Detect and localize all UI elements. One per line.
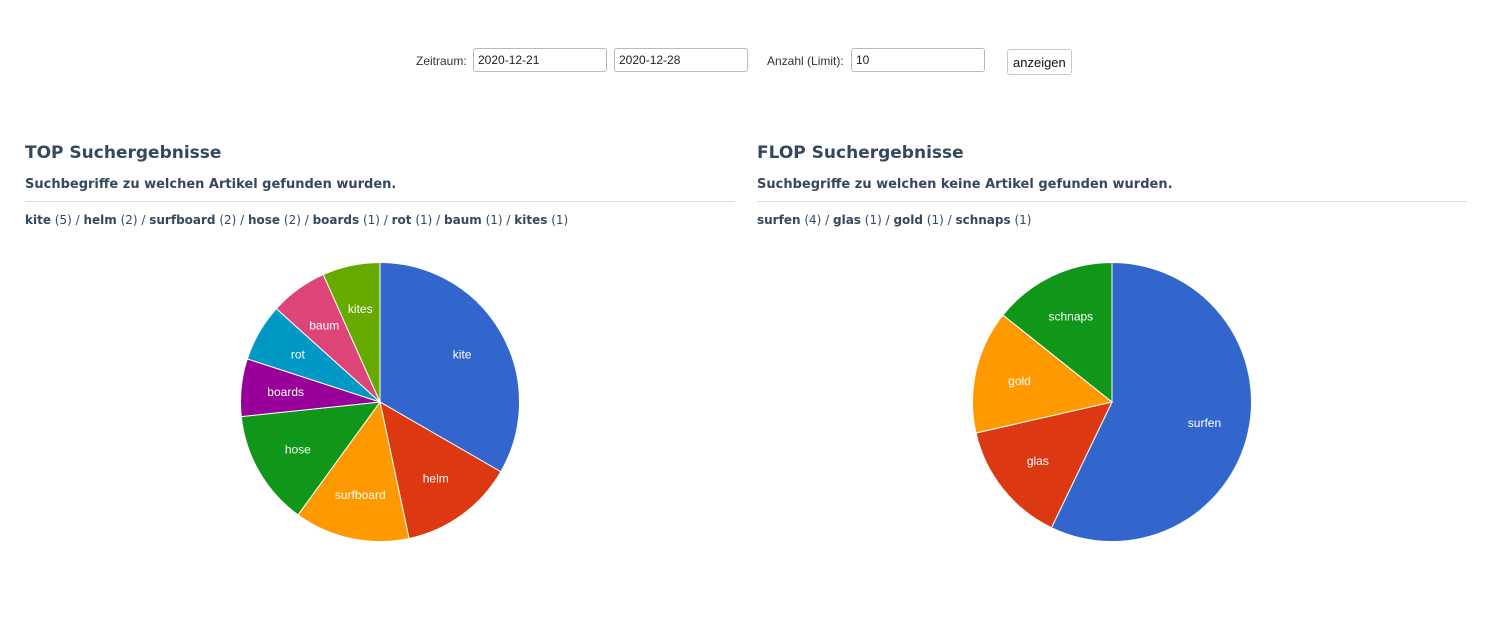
term-name: baum [444, 213, 482, 227]
flop-panel: FLOP Suchergebnisse Suchbegriffe zu welc… [757, 140, 1467, 542]
term-item: boards (1) [313, 213, 380, 227]
term-separator: / [432, 213, 445, 227]
term-name: hose [248, 213, 281, 227]
term-separator: / [502, 213, 515, 227]
pie-label-kite: kite [453, 348, 472, 362]
pie-label-surfboard: surfboard [335, 488, 386, 502]
pie-label-helm: helm [423, 472, 449, 486]
term-name: helm [83, 213, 117, 227]
term-separator: / [881, 213, 894, 227]
pie-slice-glas[interactable] [975, 401, 1113, 529]
period-label: Zeitraum: [416, 54, 467, 68]
pie-slice-surfen[interactable] [1050, 262, 1252, 542]
pie-label-rot: rot [291, 348, 306, 362]
pie-slice-helm[interactable] [379, 401, 502, 540]
flop-pie-chart: surfen glas gold schnaps [972, 262, 1252, 542]
pie-label-glas: glas [1027, 454, 1049, 468]
top-pie-chart: kite helm surfboard hose boards rot baum kites [240, 262, 520, 542]
term-count: (1) [860, 213, 882, 227]
term-item: rot (1) [392, 213, 433, 227]
term-count: (1) [547, 213, 569, 227]
term-separator: / [943, 213, 956, 227]
pie-label-hose: hose [285, 442, 311, 456]
pie-label-schnaps: schnaps [1048, 310, 1093, 324]
term-name: glas [833, 213, 861, 227]
pie-slice-surfboard[interactable] [297, 400, 410, 542]
term-item: schnaps (1) [955, 213, 1031, 227]
term-count: (1) [481, 213, 503, 227]
term-separator: / [236, 213, 248, 227]
term-count: (2) [280, 213, 301, 227]
term-separator: / [300, 213, 313, 227]
term-name: kite [25, 213, 51, 227]
term-item: kites (1) [514, 213, 568, 227]
flop-title: FLOP Suchergebnisse [757, 143, 964, 163]
term-separator: / [379, 213, 392, 227]
flop-term-list: surfen (4) / glas (1) / gold (1) / schna… [757, 212, 1467, 228]
term-item: helm (2) [83, 213, 137, 227]
pie-slice-kites[interactable] [322, 262, 381, 403]
term-count: (4) [800, 213, 822, 227]
term-separator: / [71, 213, 84, 227]
term-count: (2) [116, 213, 138, 227]
pie-label-baum: baum [309, 318, 339, 332]
term-count: (1) [411, 213, 433, 227]
limit-input[interactable] [851, 48, 985, 72]
term-name: gold [893, 213, 923, 227]
pie-slice-gold[interactable] [972, 314, 1114, 434]
term-name: surfen [757, 213, 801, 227]
date-to-input[interactable] [614, 48, 748, 72]
filter-bar: Zeitraum: Anzahl (Limit): anzeigen [0, 48, 1491, 76]
term-item: gold (1) [893, 213, 943, 227]
term-name: schnaps [955, 213, 1011, 227]
top-term-list: kite (5) / helm (2) / surfboard (2) / ho… [25, 212, 735, 228]
term-item: hose (2) [248, 213, 301, 227]
term-name: rot [391, 213, 412, 227]
term-item: surfen (4) [757, 213, 821, 227]
term-count: (5) [50, 213, 72, 227]
term-item: baum (1) [444, 213, 503, 227]
term-separator: / [821, 213, 833, 227]
top-title: TOP Suchergebnisse [25, 143, 222, 163]
term-count: (1) [1010, 213, 1032, 227]
term-separator: / [137, 213, 150, 227]
pie-slice-hose[interactable] [240, 401, 382, 516]
term-name: surfboard [149, 213, 216, 227]
term-count: (1) [359, 213, 380, 227]
pie-label-gold: gold [1008, 374, 1031, 388]
term-item: glas (1) [833, 213, 882, 227]
limit-label: Anzahl (Limit): [767, 54, 844, 68]
pie-label-kites: kites [348, 302, 373, 316]
pie-slice-schnaps[interactable] [1002, 262, 1113, 404]
term-count: (2) [215, 213, 237, 227]
flop-subtitle: Suchbegriffe zu welchen keine Artikel ge… [757, 176, 1467, 202]
term-count: (1) [922, 213, 944, 227]
term-name: kites [514, 213, 548, 227]
date-from-input[interactable] [473, 48, 607, 72]
pie-slice-kite[interactable] [379, 262, 520, 473]
pie-label-surfen: surfen [1188, 416, 1221, 430]
top-panel: TOP Suchergebnisse Suchbegriffe zu welch… [25, 140, 735, 542]
term-item: kite (5) [25, 213, 72, 227]
pie-label-boards: boards [267, 385, 304, 399]
term-name: boards [312, 213, 360, 227]
top-subtitle: Suchbegriffe zu welchen Artikel gefunden… [25, 176, 735, 202]
term-item: surfboard (2) [149, 213, 236, 227]
show-button[interactable]: anzeigen [1007, 49, 1072, 75]
